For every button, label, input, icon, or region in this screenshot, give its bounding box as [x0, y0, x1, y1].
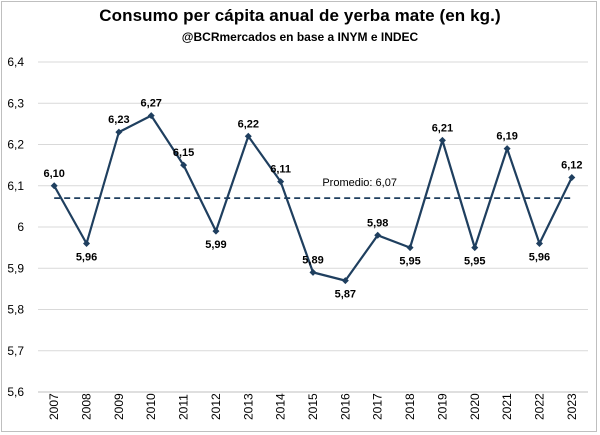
data-point	[212, 227, 220, 235]
data-point	[83, 240, 91, 247]
y-tick-label: 5,7	[7, 344, 24, 358]
x-tick-label: 2019	[435, 393, 449, 420]
data-point	[50, 182, 58, 190]
x-tick-label: 2017	[371, 393, 385, 420]
data-label: 6,27	[141, 98, 162, 110]
x-tick-label: 2020	[468, 393, 482, 420]
data-label: 6,21	[432, 122, 453, 134]
average-label: Promedio: 6,07	[322, 177, 397, 189]
x-tick-label: 2008	[80, 393, 94, 420]
data-point	[568, 174, 576, 181]
data-label: 6,15	[173, 147, 194, 159]
data-label: 5,95	[464, 256, 485, 268]
y-tick-label: 6,2	[7, 138, 24, 152]
x-tick-label: 2011	[177, 394, 191, 420]
y-tick-label: 5,8	[7, 303, 24, 317]
data-point	[438, 136, 446, 144]
y-tick-label: 6,3	[7, 96, 24, 110]
data-label: 5,89	[302, 254, 323, 266]
data-point	[244, 132, 252, 140]
x-tick-label: 2009	[112, 393, 126, 420]
x-tick-label: 2012	[209, 393, 223, 420]
data-label: 6,10	[43, 168, 64, 180]
data-point	[374, 231, 382, 239]
x-tick-label: 2018	[403, 393, 417, 420]
x-tick-label: 2015	[306, 393, 320, 420]
data-point	[277, 178, 285, 186]
data-label: 5,96	[76, 252, 97, 264]
y-tick-label: 5,6	[7, 385, 24, 399]
data-label: 5,96	[529, 252, 550, 264]
data-label: 6,12	[561, 160, 582, 172]
y-tick-label: 6	[17, 220, 24, 234]
data-label: 6,19	[496, 131, 517, 143]
data-label: 5,98	[367, 217, 388, 229]
data-point	[406, 244, 414, 252]
x-tick-label: 2007	[47, 393, 61, 420]
chart-subtitle: @BCRmercados en base a INYM e INDEC	[181, 30, 419, 44]
data-label: 5,95	[399, 256, 420, 268]
x-tick-label: 2010	[144, 393, 158, 420]
x-tick-label: 2022	[532, 393, 546, 420]
data-point	[503, 145, 511, 153]
y-tick-label: 6,1	[7, 179, 24, 193]
x-tick-label: 2021	[500, 393, 514, 420]
data-point	[115, 128, 123, 136]
data-point	[471, 244, 479, 252]
data-point	[309, 268, 317, 276]
data-label: 5,99	[205, 239, 226, 251]
data-point	[341, 277, 349, 285]
data-label: 6,23	[108, 114, 129, 126]
data-label: 5,87	[335, 289, 356, 301]
data-label: 6,11	[270, 164, 291, 176]
x-tick-label: 2023	[565, 393, 579, 420]
data-label: 6,22	[238, 118, 259, 130]
data-point	[535, 240, 543, 247]
y-tick-label: 6,4	[7, 55, 24, 69]
data-point	[180, 161, 188, 169]
x-tick-label: 2016	[338, 393, 352, 420]
chart-title: Consumo per cápita anual de yerba mate (…	[99, 6, 501, 25]
y-tick-label: 5,9	[7, 261, 24, 275]
x-tick-label: 2014	[274, 393, 288, 420]
data-point	[147, 112, 155, 120]
x-tick-label: 2013	[241, 393, 255, 420]
